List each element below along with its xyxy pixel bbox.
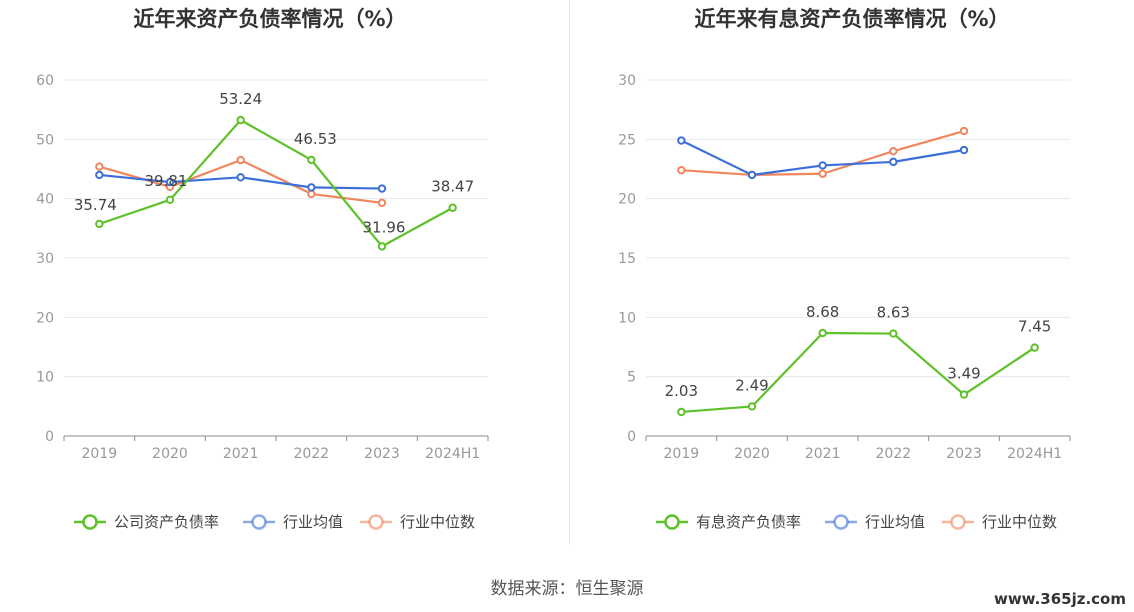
- data-label: 39.81: [145, 172, 188, 190]
- x-tick-label: 2021: [223, 446, 259, 462]
- legend-item-3: 行业中位数: [360, 513, 475, 531]
- chart-2: 近年来有息资产负债率情况（%） 0 5 10 15 20 25 30 2019 2020 2021 2…: [618, 7, 1071, 531]
- data-point: [307, 189, 316, 199]
- chart-title: 近年来资产负债率情况（%）: [133, 7, 406, 31]
- y-tick-label: 15: [618, 251, 636, 267]
- legend-marker: [950, 514, 966, 530]
- y-tick-label: 50: [36, 132, 54, 148]
- y-tick-label: 20: [618, 192, 636, 208]
- data-point: [377, 184, 387, 193]
- x-tick-label: 2020: [734, 446, 770, 462]
- x-tick-label: 2019: [82, 446, 118, 462]
- data-label: 2.49: [735, 376, 768, 394]
- y-tick-label: 0: [45, 429, 54, 445]
- data-label: 8.63: [877, 304, 910, 322]
- y-tick-label: 10: [36, 370, 54, 386]
- legend-item-1: 公司资产负债率: [74, 513, 219, 531]
- legend-marker: [833, 514, 849, 530]
- data-point: [818, 161, 827, 170]
- x-tick-label: 2020: [152, 446, 188, 462]
- data-point: [747, 402, 757, 411]
- y-tick-label: 30: [36, 251, 54, 267]
- legend-label: 有息资产负债率: [696, 513, 801, 531]
- x-tick-label: 2021: [805, 446, 841, 462]
- legend-label: 行业中位数: [982, 513, 1057, 531]
- series-line-1: [681, 331, 1036, 414]
- data-point: [95, 170, 104, 180]
- y-tick-label: 0: [627, 429, 636, 445]
- data-point: [889, 147, 898, 156]
- y-tick-label: 10: [618, 310, 636, 326]
- legend-label: 行业中位数: [400, 513, 475, 531]
- legend-marker: [368, 514, 384, 530]
- chart-title: 近年来有息资产负债率情况（%）: [694, 7, 1009, 31]
- legend-item-3: 行业中位数: [942, 513, 1057, 531]
- data-point: [307, 155, 316, 165]
- data-label: 31.96: [363, 218, 406, 236]
- data-label: 3.49: [947, 365, 980, 383]
- y-tick-label: 20: [36, 310, 54, 326]
- legend-marker: [251, 514, 267, 530]
- data-label: 53.24: [219, 90, 262, 108]
- legend-label: 公司资产负债率: [114, 513, 219, 531]
- data-label: 38.47: [431, 178, 474, 196]
- watermark: www.365jz.com: [993, 590, 1126, 608]
- data-label: 8.68: [806, 303, 839, 321]
- x-tick-label: 2022: [294, 446, 330, 462]
- x-tick-label: 2023: [946, 446, 982, 462]
- data-label: 2.03: [665, 382, 698, 400]
- y-tick-label: 30: [618, 73, 636, 89]
- y-tick-label: 5: [627, 370, 636, 386]
- legend-item-2: 行业均值: [825, 513, 925, 531]
- data-label: 46.53: [294, 130, 337, 148]
- data-point: [448, 203, 457, 212]
- legend-item-1: 有息资产负债率: [656, 513, 801, 531]
- data-point: [95, 162, 104, 171]
- legend-label: 行业均值: [283, 513, 343, 531]
- data-point: [165, 195, 175, 204]
- x-tick-label: 2022: [876, 446, 912, 462]
- y-tick-label: 60: [36, 73, 54, 89]
- legend-marker: [82, 514, 98, 530]
- data-point: [377, 242, 387, 251]
- data-point: [959, 145, 969, 155]
- y-tick-label: 25: [618, 132, 636, 148]
- series-line-1: [98, 119, 454, 248]
- data-point: [889, 329, 898, 338]
- data-point: [677, 136, 686, 145]
- data-point: [165, 177, 175, 187]
- y-tick-label: 40: [36, 192, 54, 208]
- data-point: [677, 407, 686, 417]
- data-point: [677, 165, 686, 175]
- data-point: [377, 198, 387, 208]
- data-point: [1030, 343, 1039, 352]
- data-point: [236, 155, 245, 165]
- data-point: [959, 390, 969, 399]
- data-point: [818, 169, 827, 178]
- legend-label: 行业均值: [865, 513, 925, 531]
- data-point: [95, 219, 104, 229]
- chart-1: 近年来资产负债率情况（%） 0 10 20 30 40 50 60 2019 2020 2021 20…: [36, 7, 489, 531]
- data-point: [307, 183, 316, 192]
- legend-item-2: 行业均值: [243, 513, 343, 531]
- data-source-note: 数据来源：恒生聚源: [490, 579, 644, 599]
- x-tick-label: 2024H1: [425, 446, 480, 462]
- data-point: [236, 115, 245, 125]
- x-tick-label: 2024H1: [1007, 446, 1062, 462]
- data-label: 7.45: [1018, 318, 1051, 336]
- x-tick-label: 2023: [364, 446, 400, 462]
- x-tick-label: 2019: [664, 446, 700, 462]
- data-point: [959, 126, 969, 136]
- data-point: [236, 173, 245, 182]
- data-point: [818, 328, 827, 338]
- data-label: 35.74: [74, 196, 117, 214]
- data-point: [889, 157, 898, 167]
- data-point: [747, 170, 757, 180]
- legend-marker: [664, 514, 680, 530]
- chart-divider: [569, 0, 570, 545]
